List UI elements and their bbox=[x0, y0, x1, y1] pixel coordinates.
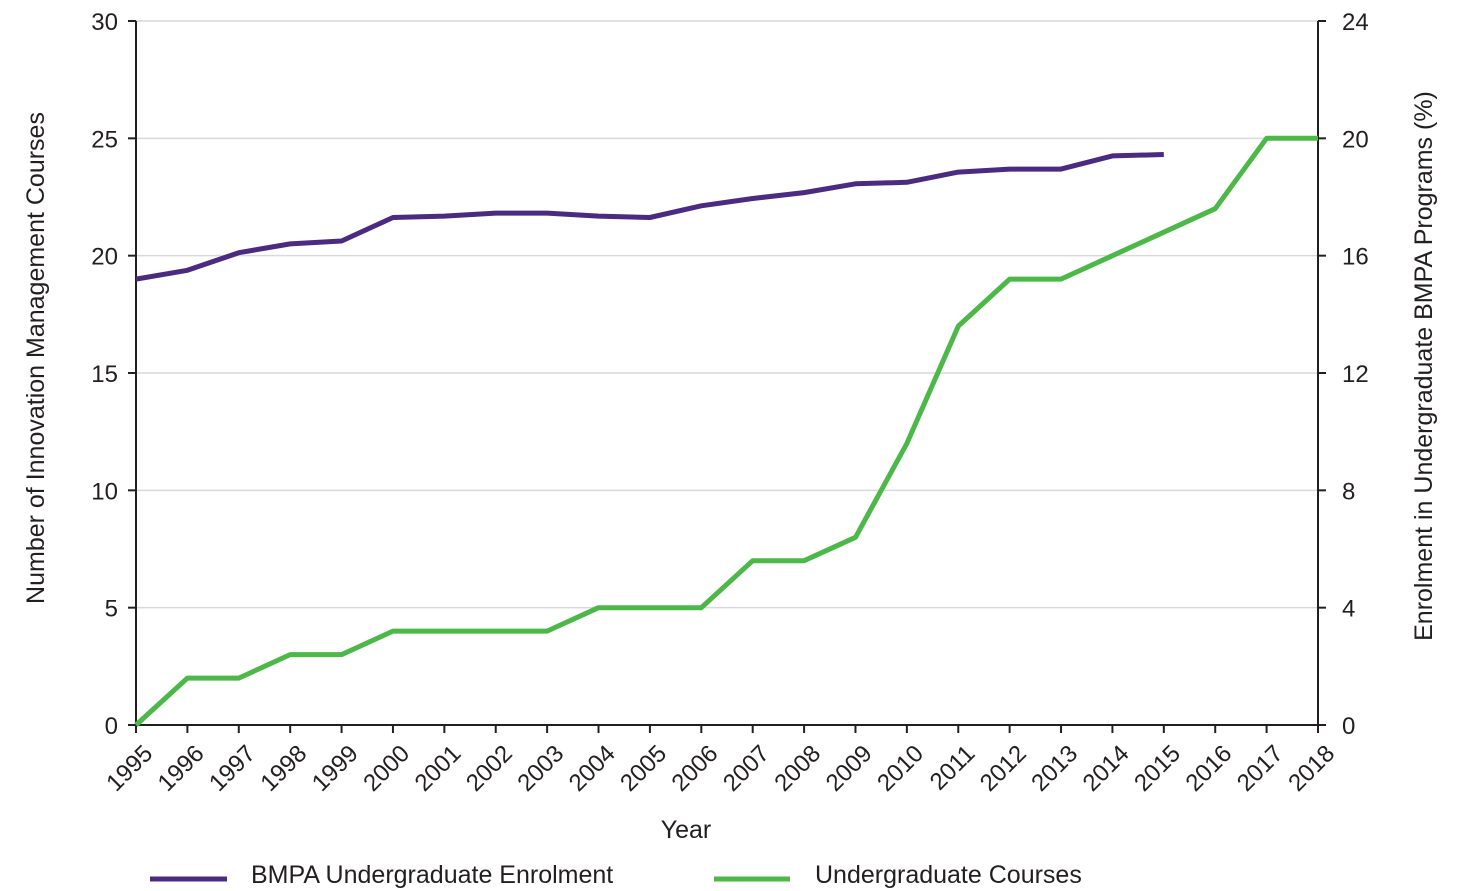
legend-label-courses: Undergraduate Courses bbox=[815, 861, 1082, 889]
y-right-tick-label: 24 bbox=[1342, 9, 1369, 36]
y-right-tick-label: 12 bbox=[1342, 361, 1369, 388]
tick-labels: 0 5 10 15 20 25 30 0 4 8 12 16 20 24 19951996199719981… bbox=[91, 9, 1368, 797]
x-tick-label: 1998 bbox=[255, 740, 312, 797]
x-tick-label: 1996 bbox=[153, 740, 210, 797]
y-left-tick-label: 25 bbox=[91, 126, 118, 153]
grid-lines bbox=[136, 20, 1318, 609]
legend-label-enrolment: BMPA Undergraduate Enrolment bbox=[251, 861, 613, 889]
x-tick-label: 2013 bbox=[1026, 740, 1083, 797]
x-tick-label: 2009 bbox=[821, 740, 878, 797]
y-right-tick-label: 8 bbox=[1342, 478, 1355, 505]
y-right-tick-label: 20 bbox=[1342, 126, 1369, 153]
axes bbox=[128, 20, 1326, 733]
y-axis-left-title: Number of Innovation Management Courses bbox=[22, 112, 50, 604]
series-lines bbox=[134, 135, 1318, 727]
x-tick-label: 2004 bbox=[564, 740, 621, 797]
x-tick-label: 1999 bbox=[307, 740, 364, 797]
y-right-tick-label: 4 bbox=[1342, 596, 1355, 623]
x-tick-label: 2001 bbox=[410, 740, 467, 797]
y-right-tick-label: 16 bbox=[1342, 244, 1369, 271]
x-tick-label: 2011 bbox=[925, 740, 981, 796]
y-left-tick-label: 10 bbox=[91, 478, 118, 505]
x-tick-label: 1997 bbox=[204, 740, 261, 797]
y-left-tick-label: 30 bbox=[91, 9, 118, 36]
y-left-tick-label: 5 bbox=[105, 596, 118, 623]
x-tick-label: 2003 bbox=[512, 740, 569, 797]
x-tick-label: 2015 bbox=[1129, 740, 1186, 797]
series-line-undergraduate-courses bbox=[134, 135, 1318, 727]
x-tick-label: 2002 bbox=[461, 740, 518, 797]
x-tick-label: 2006 bbox=[667, 740, 724, 797]
y-axis-right-title: Enrolment in Undergraduate BMPA Programs… bbox=[1410, 91, 1438, 641]
y-left-tick-label: 0 bbox=[105, 713, 118, 740]
x-tick-label: 2005 bbox=[615, 740, 672, 797]
y-left-tick-label: 20 bbox=[91, 244, 118, 271]
x-tick-label: 2007 bbox=[718, 740, 775, 797]
x-tick-label: 2010 bbox=[872, 740, 929, 797]
y-left-tick-label: 15 bbox=[91, 361, 118, 388]
x-tick-label: 2008 bbox=[769, 740, 826, 797]
series-line-bmpa-undergraduate-enrolment bbox=[135, 152, 1164, 282]
x-tick-label: 2016 bbox=[1180, 740, 1237, 797]
legend: BMPA Undergraduate Enrolment Undergradua… bbox=[150, 861, 1082, 889]
x-tick-label: 1995 bbox=[101, 740, 158, 797]
y-right-tick-label: 0 bbox=[1342, 713, 1355, 740]
x-tick-label: 2018 bbox=[1283, 740, 1340, 797]
x-tick-label: 2014 bbox=[1078, 740, 1135, 797]
x-tick-label: 2012 bbox=[975, 740, 1032, 797]
x-axis-title: Year bbox=[661, 816, 712, 844]
x-tick-label: 2017 bbox=[1232, 740, 1289, 797]
x-tick-label: 2000 bbox=[358, 740, 415, 797]
